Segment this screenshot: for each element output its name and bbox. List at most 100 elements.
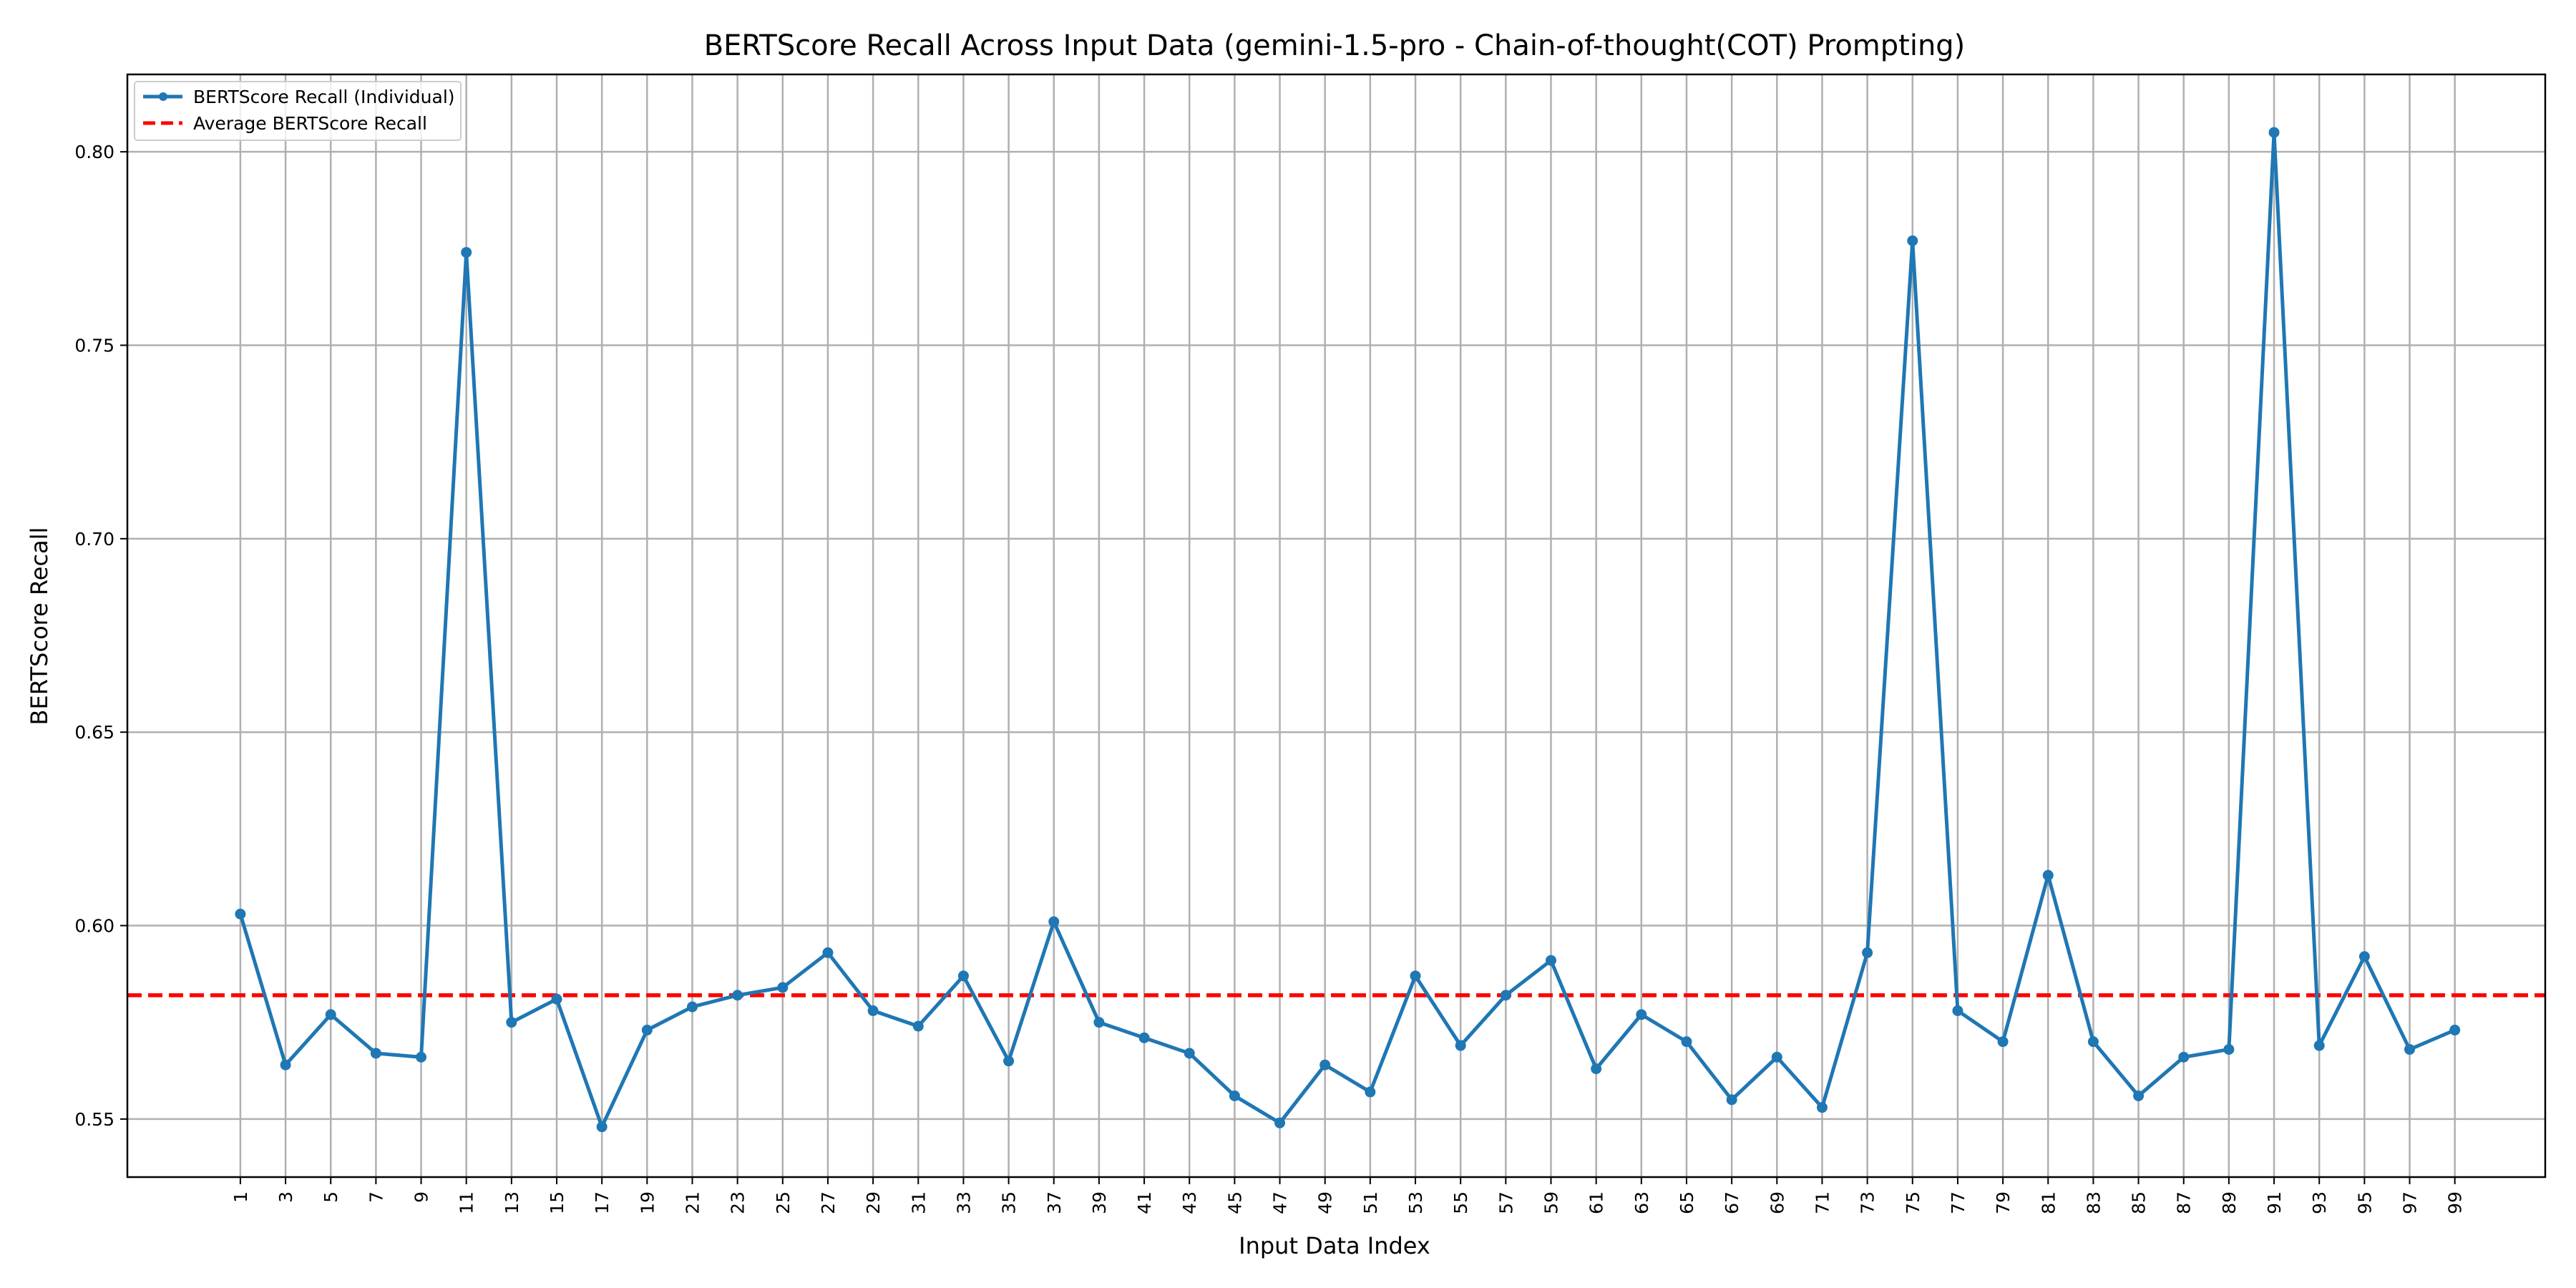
recall-data-point [2404,1044,2416,1055]
x-tick-label: 57 [1496,1191,1516,1214]
recall-data-point [1184,1048,1195,1059]
recall-data-point [1546,955,1557,966]
x-tick-label: 27 [818,1191,839,1214]
recall-data-point [1229,1090,1240,1101]
grid-lines [127,74,2545,1177]
x-tick-label: 63 [1631,1191,1652,1214]
x-tick-label: 33 [953,1191,974,1214]
x-tick-label: 9 [411,1191,432,1203]
x-tick-label: 41 [1134,1191,1155,1214]
x-tick-label: 51 [1360,1191,1381,1214]
recall-data-point [1274,1117,1286,1128]
x-tick-label: 71 [1812,1191,1833,1214]
recall-data-point [506,1017,517,1028]
recall-data-point [370,1048,381,1059]
recall-data-point [822,947,834,958]
plot-frame [126,73,2547,1179]
x-axis-ticks: 1 3 5 7 9 11 13 15 17 19 21 23 25 27 29 31 33 35 37 39 41 43 4… [230,1177,2466,1214]
x-tick-label: 39 [1089,1191,1110,1214]
x-tick-label: 5 [321,1191,341,1203]
x-tick-label: 31 [908,1191,929,1214]
x-tick-label: 61 [1586,1191,1607,1214]
x-tick-label: 83 [2083,1191,2104,1214]
x-tick-label: 21 [682,1191,703,1214]
recall-data-point [1003,1055,1015,1067]
legend: BERTScore Recall (Individual) Average BE… [134,81,462,141]
recall-data-point [1410,970,1421,982]
y-tick-label: 0.80 [74,142,114,162]
recall-data-point [957,970,969,982]
x-tick-label: 69 [1767,1191,1787,1214]
legend-label-average: Average BERTScore Recall [193,113,427,134]
x-tick-label: 79 [1993,1191,2014,1214]
recall-data-point [912,1020,924,1032]
y-tick-label: 0.65 [74,722,114,743]
x-tick-label: 67 [1722,1191,1742,1214]
x-tick-label: 95 [2354,1191,2375,1214]
recall-data-point [416,1051,427,1063]
x-tick-label: 29 [863,1191,884,1214]
y-tick-label: 0.70 [74,529,114,550]
recall-data-point [1771,1051,1782,1063]
recall-data-point [732,990,743,1001]
x-tick-label: 99 [2445,1191,2466,1214]
recall-data-point [2268,127,2280,138]
legend-box [134,81,462,141]
recall-data-point [867,1005,879,1016]
chart-title: BERTScore Recall Across Input Data (gemi… [704,29,1966,62]
recall-series-line [238,130,2456,1129]
recall-data-point [1048,916,1060,927]
y-tick-label: 0.55 [74,1109,114,1130]
x-tick-label: 87 [2174,1191,2195,1214]
recall-data-point [1591,1063,1602,1075]
x-tick-label: 53 [1405,1191,1426,1214]
recall-data-point [1952,1005,1963,1016]
x-tick-label: 47 [1270,1191,1291,1214]
recall-data-point [1319,1059,1331,1070]
recall-data-point [1500,990,1511,1001]
x-tick-label: 45 [1224,1191,1245,1214]
x-tick-label: 43 [1179,1191,1200,1214]
recall-data-point [1455,1040,1466,1051]
recall-data-point [325,1009,336,1020]
recall-data-point [2178,1051,2190,1063]
recall-data-point [2313,1040,2325,1051]
x-tick-label: 75 [1903,1191,1923,1214]
recall-data-point [2449,1025,2461,1036]
recall-data-point [1636,1009,1647,1020]
x-tick-label: 77 [1948,1191,1968,1214]
recall-data-point [461,247,472,258]
x-tick-label: 3 [275,1191,296,1203]
x-tick-label: 7 [366,1191,386,1203]
x-tick-label: 73 [1858,1191,1878,1214]
recall-data-point [2042,869,2054,881]
recall-data-point [1862,947,1873,958]
y-tick-label: 0.60 [74,916,114,937]
recall-data-point [1093,1017,1105,1028]
y-axis-ticks: 0.55 0.60 0.65 0.70 0.75 0.80 [74,142,127,1130]
recall-data-point [2133,1090,2145,1101]
x-tick-label: 97 [2400,1191,2421,1214]
x-tick-label: 35 [999,1191,1020,1214]
x-tick-label: 81 [2038,1191,2059,1214]
recall-data-point [686,1001,698,1013]
recall-data-point [235,908,246,919]
x-tick-label: 1 [230,1191,251,1203]
x-tick-label: 25 [773,1191,794,1214]
recall-data-point [1907,235,1918,247]
x-tick-label: 15 [547,1191,567,1214]
x-tick-label: 91 [2264,1191,2285,1214]
recall-data-point [1365,1086,1376,1098]
x-tick-label: 59 [1541,1191,1562,1214]
series-layer [235,127,2461,1133]
y-axis-label: BERTScore Recall [26,527,53,726]
legend-label-individual: BERTScore Recall (Individual) [193,87,455,107]
recall-data-point [280,1059,291,1070]
recall-data-point [1726,1094,1737,1106]
x-tick-label: 17 [592,1191,613,1214]
x-tick-label: 11 [457,1191,477,1214]
recall-data-point [2358,951,2370,962]
recall-data-point [777,982,789,993]
recall-data-point [551,993,562,1005]
